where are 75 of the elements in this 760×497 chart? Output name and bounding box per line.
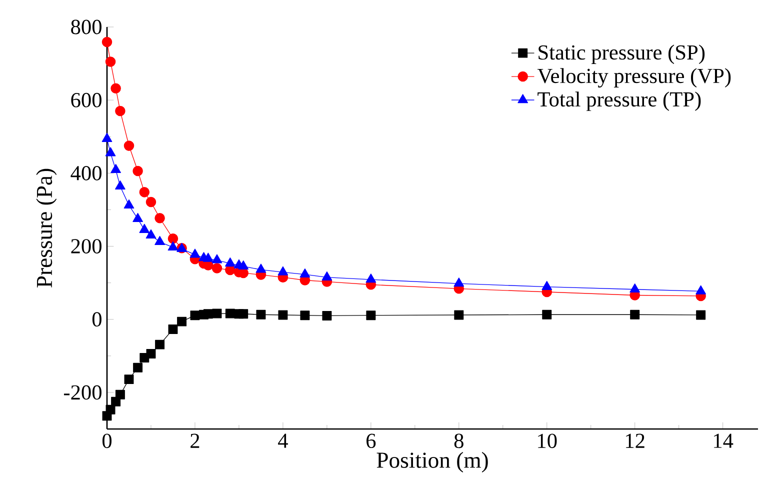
point [202, 252, 214, 262]
point [106, 404, 116, 414]
point [322, 310, 332, 320]
point [132, 212, 143, 222]
point [256, 310, 266, 320]
x-tick-label: 14 [714, 434, 734, 448]
point [190, 248, 200, 258]
x-tick-label: 12 [626, 434, 644, 448]
point [146, 348, 156, 358]
point [630, 310, 640, 320]
point [630, 283, 640, 293]
point [115, 106, 126, 116]
point [146, 229, 156, 238]
point [366, 274, 376, 283]
point [300, 310, 310, 320]
point [105, 56, 116, 67]
point [102, 132, 112, 142]
y-tick-label: 600 [71, 92, 102, 108]
point [168, 241, 178, 250]
point [454, 310, 464, 320]
point [696, 310, 706, 320]
y-tick-label: 400 [70, 166, 102, 180]
y-tick-label: 800 [71, 20, 102, 34]
point [238, 309, 248, 319]
point [155, 340, 165, 350]
point [190, 310, 200, 320]
point [168, 233, 178, 244]
x-tick-label: 2 [190, 434, 200, 448]
point [154, 236, 165, 246]
point [146, 196, 156, 208]
point [115, 390, 125, 400]
point [139, 224, 150, 233]
point [696, 285, 706, 294]
point [542, 310, 552, 320]
y-tick-label: 200 [71, 239, 102, 254]
legend-label: Total pressure (TP) [538, 92, 701, 111]
point [105, 147, 116, 156]
point [212, 263, 222, 274]
point [256, 264, 266, 273]
point [203, 309, 213, 319]
x-tick-label: 6 [366, 434, 376, 448]
point [102, 36, 112, 48]
y-axis-title: Pressure (Pa) [36, 168, 57, 288]
point [139, 187, 150, 198]
point [278, 310, 288, 320]
point [224, 258, 236, 267]
point [454, 278, 464, 287]
point [110, 164, 121, 174]
point [278, 266, 288, 276]
point [366, 310, 376, 320]
legend-label: Velocity pressure (VP) [537, 68, 731, 88]
point [322, 271, 332, 280]
y-tick-label: -200 [64, 385, 102, 400]
point [124, 374, 134, 384]
point [300, 268, 310, 278]
point [115, 180, 126, 190]
point [124, 199, 134, 208]
x-tick-label: 4 [278, 434, 288, 448]
point [168, 324, 178, 334]
x-tick-label: 0 [102, 434, 112, 448]
x-tick-label: 8 [454, 434, 464, 448]
point [177, 316, 187, 326]
point [132, 166, 143, 176]
point [212, 308, 222, 318]
x-tick-label: 10 [538, 434, 557, 448]
point [124, 140, 134, 151]
y-tick-label: 0 [92, 312, 102, 327]
point [154, 212, 165, 224]
point [110, 83, 121, 94]
point [212, 254, 222, 264]
x-axis-title: Position (m) [376, 452, 488, 472]
legend-label: Static pressure (SP) [538, 44, 705, 64]
point [133, 362, 143, 372]
point [542, 280, 552, 290]
point [238, 260, 249, 270]
